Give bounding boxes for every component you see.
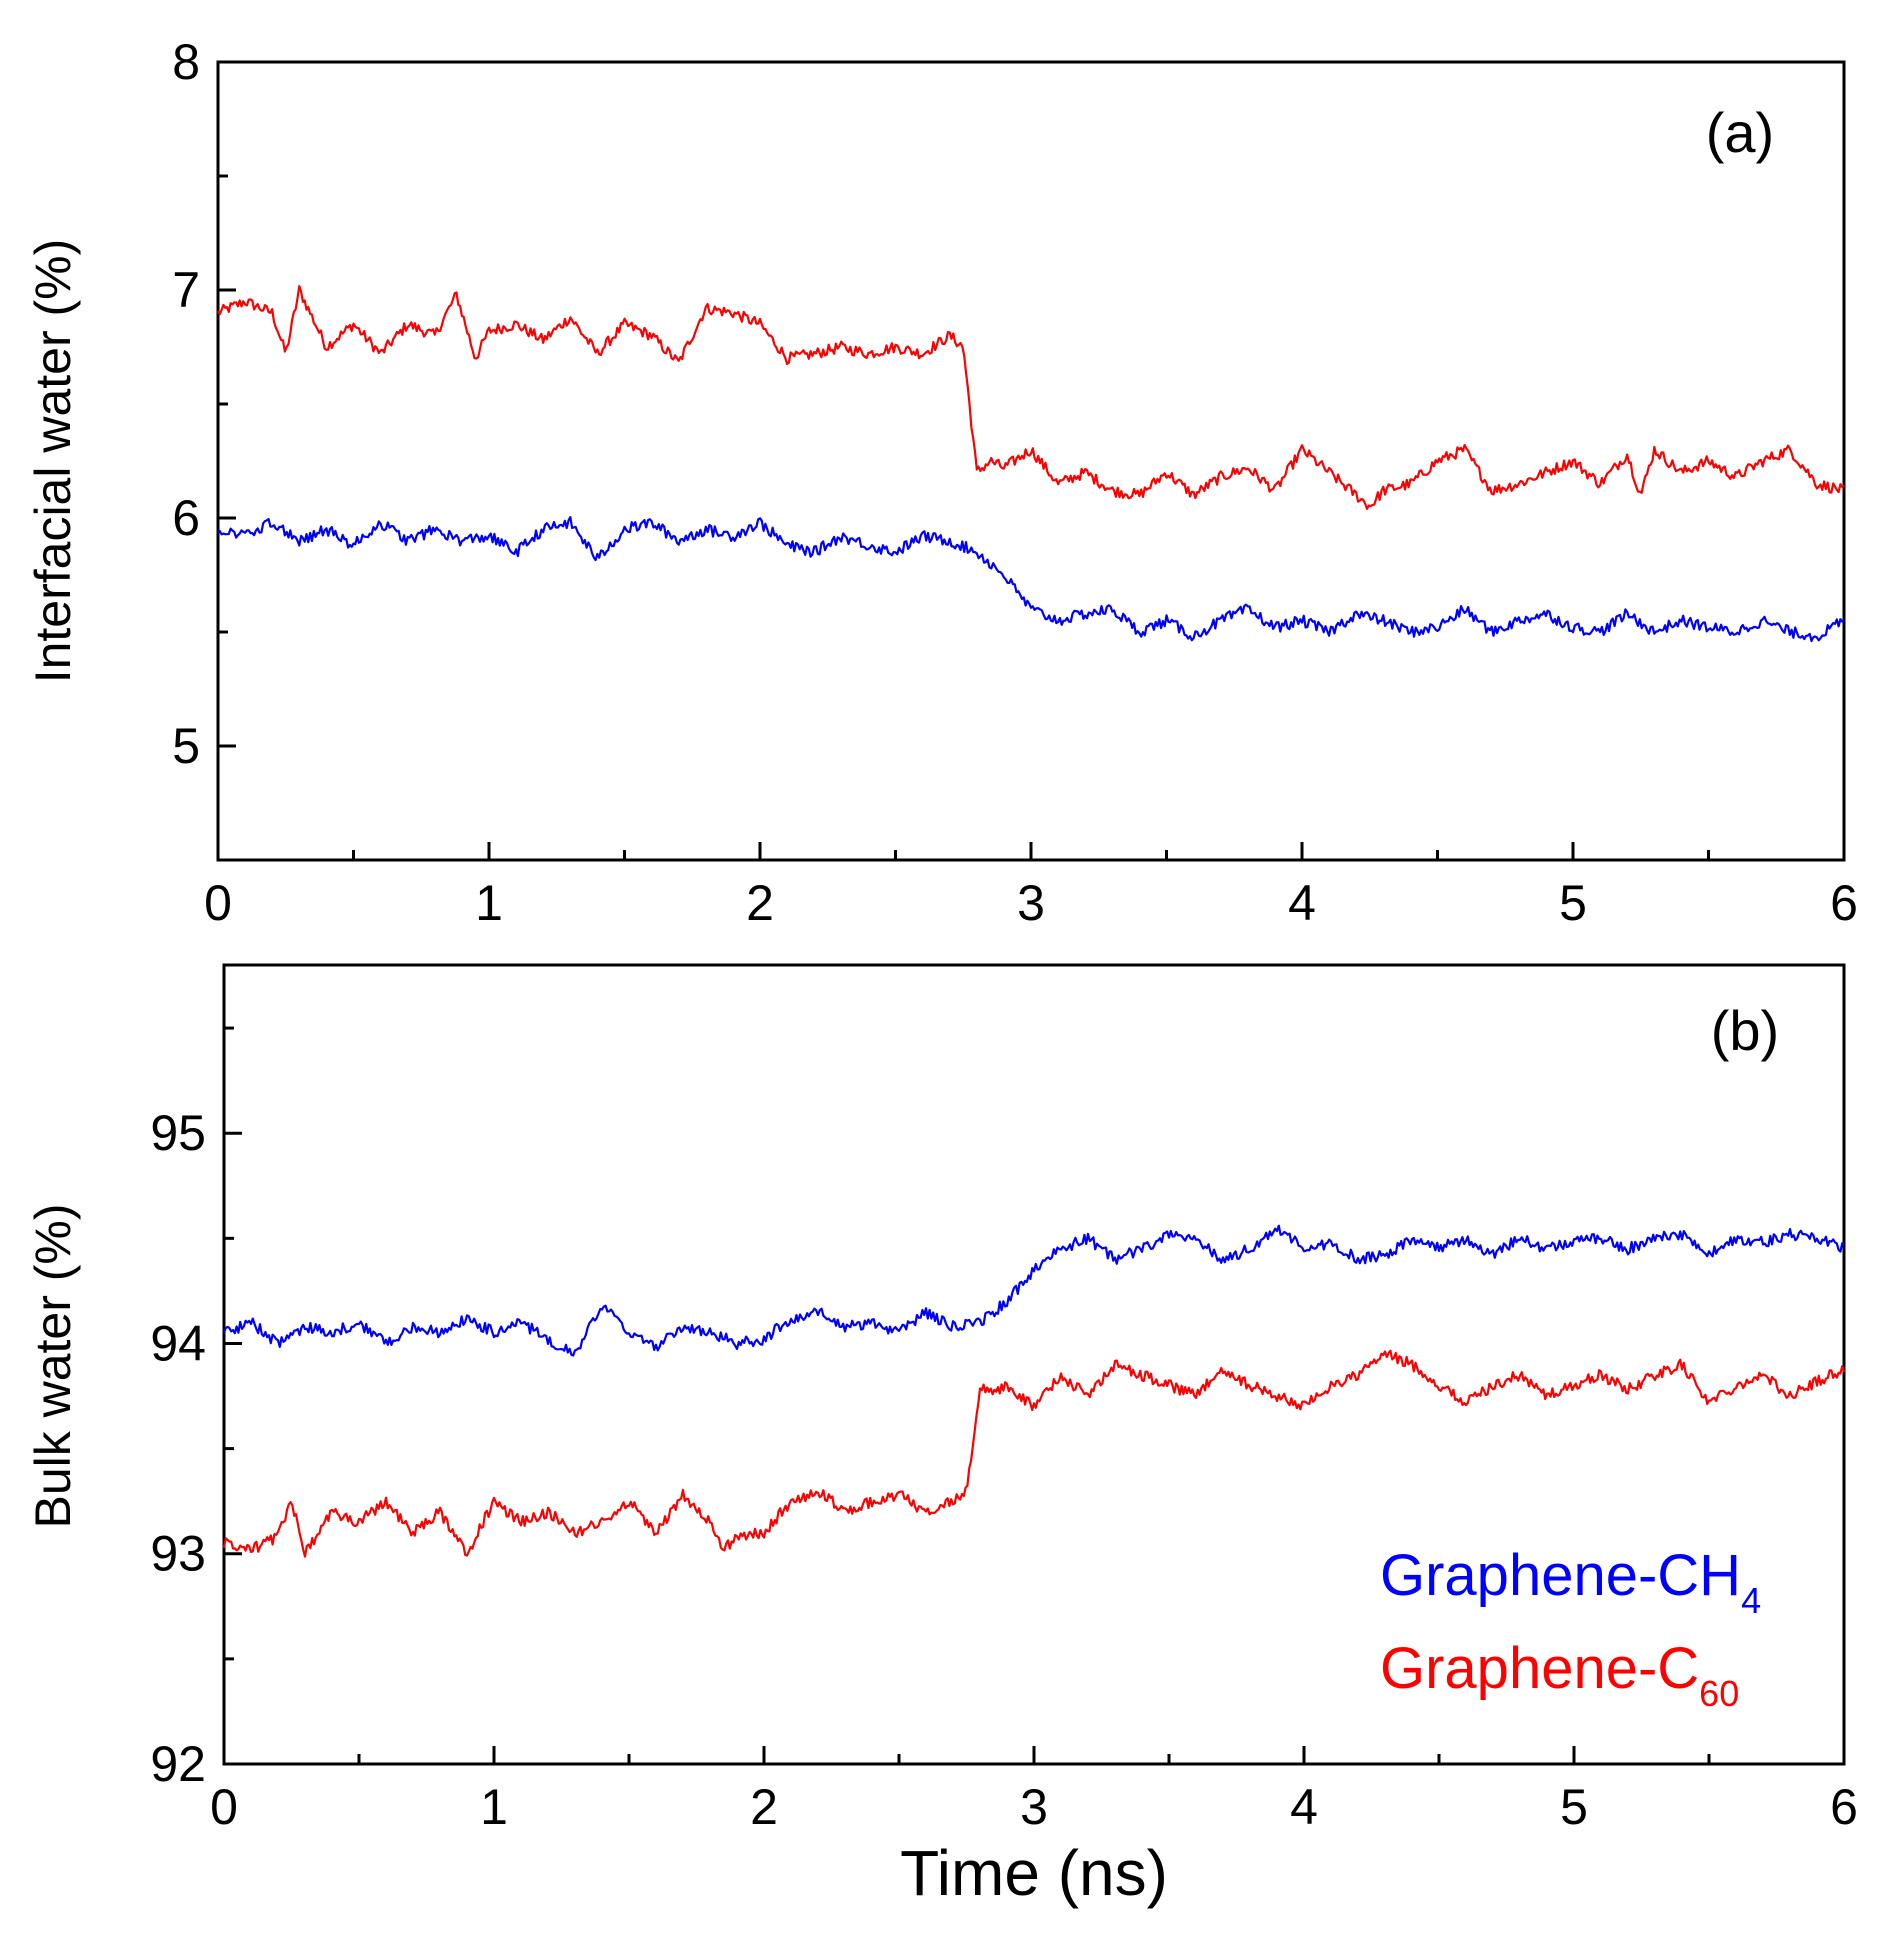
legend-item-c60-sub: 60 xyxy=(1699,1673,1739,1714)
panel-a-frame xyxy=(216,60,1846,862)
panel-b-label: (b) xyxy=(1711,999,1779,1062)
panel-a-xtick-label: 6 xyxy=(1830,875,1858,931)
panel-a-xtick-label: 2 xyxy=(746,875,774,931)
legend: Graphene-CH4 Graphene-C60 xyxy=(1380,1543,1761,1714)
panel-a-ytick-label: 8 xyxy=(172,34,200,90)
panel-a-xtick-label: 0 xyxy=(204,875,232,931)
panel-b-ytick-label: 93 xyxy=(150,1526,206,1582)
panel-b-xtick-label: 0 xyxy=(210,1779,238,1835)
panel-b-series-graphene-ch4 xyxy=(222,1224,1845,1357)
panel-a-ylabel: Interfacial water (%) xyxy=(25,239,81,684)
panel-a-ytick-label: 7 xyxy=(172,262,200,318)
panel-b-ticks: 0 1 2 3 4 5 6 92 93 94 95 xyxy=(150,1026,1858,1835)
panel-b: Bulk water (%) (b) 0 1 2 3 4 5 6 92 93 94 95 Time … xyxy=(25,963,1858,1909)
panel-b-ytick-label: 92 xyxy=(150,1736,206,1792)
panel-a-xtick-label: 4 xyxy=(1288,875,1316,931)
panel-a-xtick-label: 1 xyxy=(475,875,503,931)
panel-a-label: (a) xyxy=(1706,101,1774,164)
panel-b-xtick-label: 2 xyxy=(750,1779,778,1835)
legend-item-ch4-base: Graphene-CH xyxy=(1380,1543,1741,1608)
panel-b-series-graphene-c60 xyxy=(222,1349,1846,1558)
x-axis-title: Time (ns) xyxy=(900,1837,1168,1909)
panel-b-xtick-label: 1 xyxy=(480,1779,508,1835)
panel-b-xtick-label: 6 xyxy=(1830,1779,1858,1835)
panel-a-series xyxy=(217,285,1845,643)
panel-a-ticks: 0 1 2 3 4 5 6 5 6 7 8 xyxy=(172,34,1858,931)
panel-a-ytick-label: 6 xyxy=(172,490,200,546)
panel-a: Interfacial water (%) (a) 0 1 2 3 4 5 6 5 6 7 8 xyxy=(25,34,1858,931)
panel-a-xtick-label: 5 xyxy=(1559,875,1587,931)
panel-b-ytick-label: 94 xyxy=(150,1315,206,1371)
legend-item-c60: Graphene-C60 xyxy=(1380,1636,1739,1714)
panel-b-xtick-label: 3 xyxy=(1020,1779,1048,1835)
panel-a-series-graphene-ch4 xyxy=(217,515,1845,643)
legend-item-c60-base: Graphene-C xyxy=(1380,1636,1699,1701)
panel-a-xtick-label: 3 xyxy=(1017,875,1045,931)
legend-item-ch4: Graphene-CH4 xyxy=(1380,1543,1761,1621)
legend-item-ch4-sub: 4 xyxy=(1741,1580,1761,1621)
panel-b-xtick-label: 5 xyxy=(1560,1779,1588,1835)
panel-b-ytick-label: 95 xyxy=(150,1105,206,1161)
panel-b-xtick-label: 4 xyxy=(1290,1779,1318,1835)
panel-b-ylabel: Bulk water (%) xyxy=(25,1203,81,1528)
panel-a-series-graphene-c60 xyxy=(217,285,1845,510)
panel-a-ytick-label: 5 xyxy=(172,718,200,774)
panel-b-series xyxy=(222,1224,1846,1558)
